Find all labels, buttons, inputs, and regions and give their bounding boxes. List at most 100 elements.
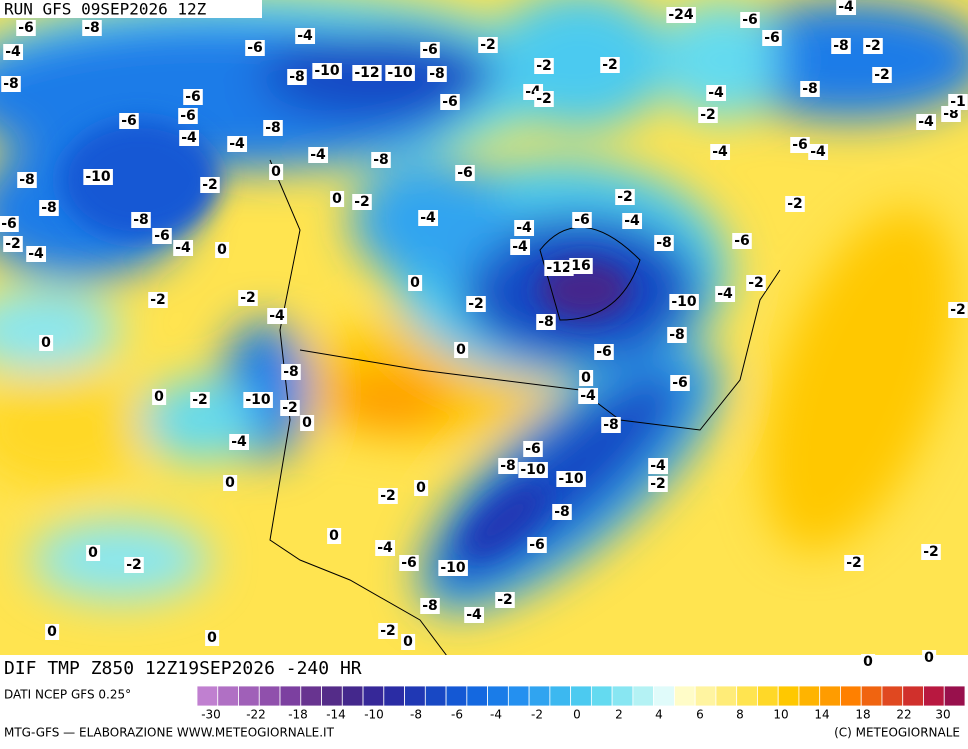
- contour-label-bg: [281, 364, 301, 380]
- contour-label: -4: [838, 0, 854, 15]
- colorbar-swatch: [653, 685, 675, 707]
- contour-label: -4: [231, 434, 247, 450]
- colorbar-tick-label: -18: [288, 708, 308, 722]
- contour-label-bg: [844, 555, 864, 571]
- contour-label-bg: [183, 89, 203, 105]
- contour-label: -8: [265, 120, 281, 136]
- contour-label: -4: [624, 213, 640, 229]
- contour-label: 0: [207, 630, 217, 646]
- contour-label-bg: [16, 20, 36, 36]
- contour-label-bg: [863, 38, 883, 54]
- colorbar-swatch: [383, 685, 405, 707]
- contour-label-bg: [785, 196, 805, 212]
- contour-label-bg: [715, 286, 736, 302]
- contour-label-bg: [200, 177, 220, 193]
- contour-label-bg: [669, 294, 699, 310]
- contour-label: -2: [192, 392, 208, 408]
- contour-label: -6: [764, 30, 780, 46]
- contour-label-bg: [39, 200, 59, 216]
- contour-label: -12: [546, 260, 571, 276]
- contour-label-bg: [510, 239, 531, 255]
- contour-label: -8: [603, 417, 619, 433]
- contour-label: -6: [401, 555, 417, 571]
- contour-label-bg: [454, 342, 469, 358]
- contour-label: -10: [314, 63, 340, 79]
- contour-label-bg: [440, 94, 460, 110]
- contour-label: -6: [596, 344, 612, 360]
- contour-label: -4: [28, 246, 44, 262]
- contour-label: -8: [429, 66, 445, 82]
- contour-label: -4: [712, 144, 728, 160]
- field-bg: [0, 655, 968, 683]
- contour-label: -10: [671, 294, 697, 310]
- contour-label-bg: [371, 152, 391, 168]
- colorbar-swatch: [404, 685, 426, 707]
- contour-label-bg: [17, 172, 37, 188]
- contour-label: -6: [734, 233, 750, 249]
- contour-label-bg: [523, 441, 543, 457]
- contour-label: -6: [180, 108, 196, 124]
- contour-label: -2: [923, 544, 939, 560]
- contour-label-bg: [790, 137, 810, 153]
- contour-label-bg: [420, 42, 440, 58]
- contour-label-bg: [280, 400, 300, 416]
- colorbar-swatch: [321, 685, 343, 707]
- colorbar-swatch: [819, 685, 841, 707]
- contour-label-bg: [762, 30, 782, 46]
- run-label: RUN GFS 09SEP2026 12Z: [4, 0, 207, 19]
- contour-label-bg: [556, 471, 586, 487]
- contour-label: 0: [416, 480, 426, 496]
- contour-label: -4: [181, 130, 197, 146]
- contour-label-bg: [732, 233, 752, 249]
- contour-label: -2: [602, 57, 618, 73]
- contour-label-bg: [615, 189, 635, 205]
- contour-label-bg: [800, 81, 820, 97]
- contour-label: -2: [202, 177, 218, 193]
- contour-label: -6: [422, 42, 438, 58]
- contour-label: 0: [332, 191, 342, 207]
- contour-label-bg: [227, 136, 248, 152]
- contour-label: -4: [516, 220, 532, 236]
- contour-label-bg: [948, 94, 968, 110]
- contour-label: -4: [466, 607, 482, 623]
- contour-label-bg: [243, 392, 273, 408]
- contour-label: -4: [229, 136, 245, 152]
- contour-label: -2: [380, 488, 396, 504]
- colorbar-swatch: [757, 685, 779, 707]
- contour-label: -2: [497, 592, 513, 608]
- contour-label-bg: [352, 194, 372, 210]
- contour-label-bg: [654, 235, 674, 251]
- contour-label-bg: [600, 57, 620, 73]
- contour-label-bg: [178, 108, 198, 124]
- colorbar-swatch: [217, 685, 239, 707]
- contour-label-bg: [534, 58, 554, 74]
- contour-label-bg: [295, 28, 316, 44]
- colorbar-tick-label: -14: [326, 708, 346, 722]
- contour-label-bg: [922, 650, 937, 666]
- contour-label: -2: [536, 58, 552, 74]
- contour-label-bg: [622, 213, 643, 229]
- contour-label-bg: [861, 654, 876, 670]
- contour-label: 0: [863, 654, 873, 670]
- contour-label: 0: [225, 475, 235, 491]
- contour-label: -4: [5, 44, 21, 60]
- contour-label-bg: [455, 165, 475, 181]
- colorbar: -30 -22 -18 -14 -10 -8 -6 -4 -2 0 2 4 6 8 10 14 18 22 30: [196, 685, 966, 722]
- contour-label: -4: [310, 147, 326, 163]
- contour-label-bg: [514, 220, 535, 236]
- contour-label-bg: [26, 246, 47, 262]
- field-label: DIF TMP Z850 12Z19SEP2026 -240 HR: [4, 658, 362, 679]
- contour-label: -10: [558, 471, 584, 487]
- contour-label: -10: [387, 65, 413, 81]
- contour-label-bg: [287, 69, 307, 85]
- contour-label-bg: [831, 38, 851, 54]
- contour-label: -8: [802, 81, 818, 97]
- contour-label: -2: [865, 38, 881, 54]
- colorbar-swatch: [528, 685, 551, 707]
- contour-label: -4: [708, 85, 724, 101]
- contour-label-bg: [385, 65, 415, 81]
- contour-label-bg: [534, 91, 554, 107]
- colorbar-swatch: [549, 685, 572, 707]
- contour-label-bg: [948, 302, 968, 318]
- colorbar-swatch: [881, 685, 904, 707]
